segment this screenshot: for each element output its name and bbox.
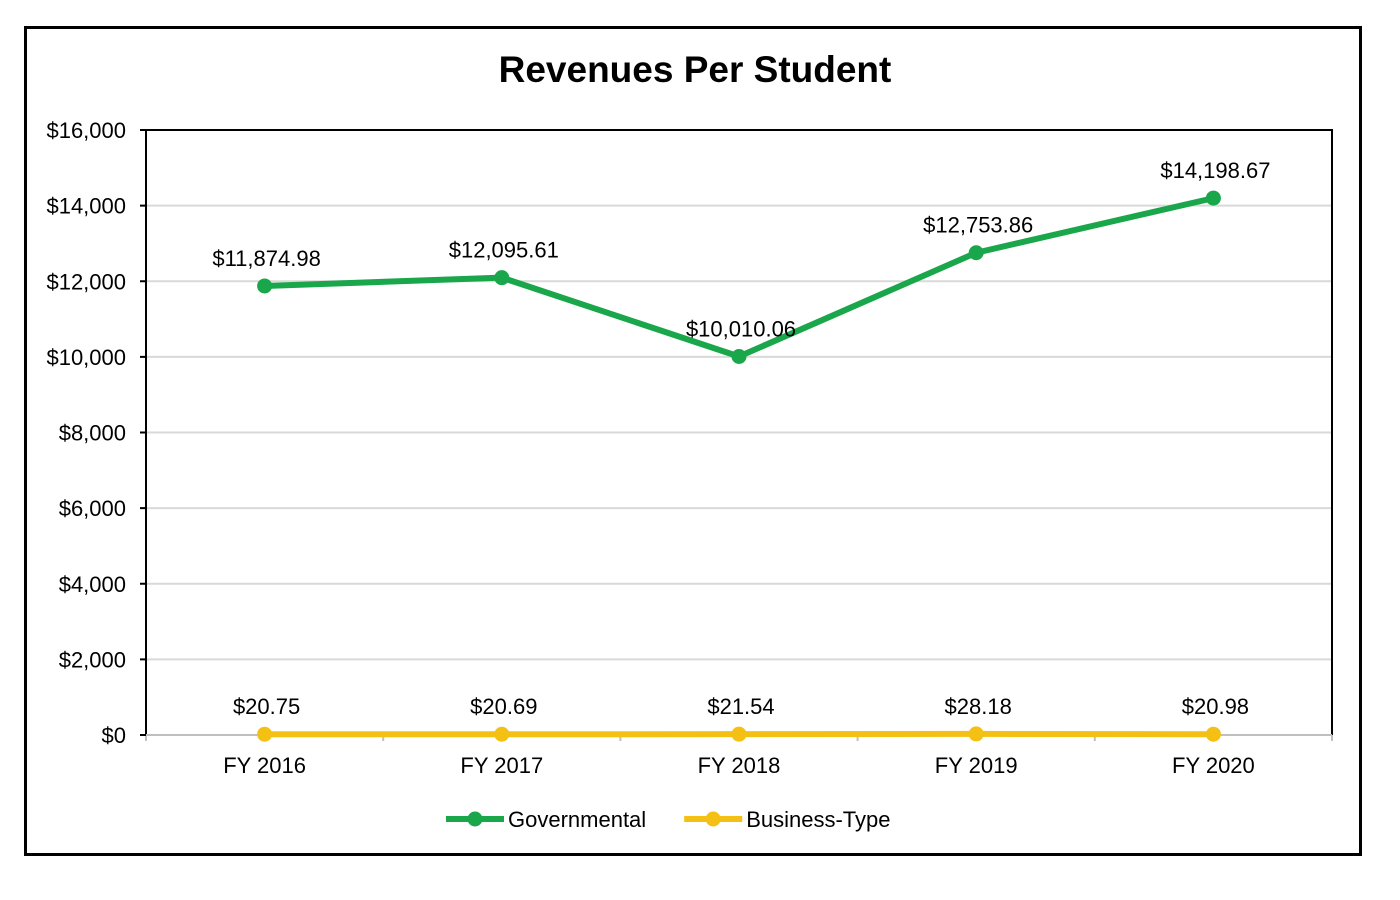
- legend-item: Business-Type: [684, 807, 890, 832]
- y-tick-label: $4,000: [59, 572, 126, 597]
- y-tick-label: $8,000: [59, 421, 126, 446]
- legend: Governmental Business-Type: [446, 807, 890, 832]
- data-label: $20.75: [233, 694, 300, 719]
- y-tick-label: $12,000: [46, 269, 126, 294]
- chart-frame: [24, 26, 1362, 856]
- data-label: $12,753.86: [923, 213, 1033, 238]
- legend-swatch-marker: [705, 811, 721, 827]
- legend-item: Governmental: [446, 807, 646, 832]
- data-point: [257, 726, 273, 742]
- data-label: $12,095.61: [449, 238, 559, 263]
- x-tick-label: FY 2019: [935, 753, 1018, 778]
- data-label: $28.18: [945, 694, 1012, 719]
- chart-title: Revenues Per Student: [499, 49, 892, 90]
- data-point: [731, 348, 747, 364]
- data-label: $11,874.98: [212, 246, 320, 271]
- x-tick-label: FY 2020: [1172, 753, 1255, 778]
- data-label: $21.54: [707, 694, 774, 719]
- data-point: [731, 726, 747, 742]
- y-tick-label: $6,000: [59, 496, 126, 521]
- data-point: [494, 726, 510, 742]
- legend-label: Governmental: [508, 807, 646, 832]
- axes: [140, 129, 1333, 741]
- data-point: [1205, 726, 1221, 742]
- data-label: $20.98: [1182, 694, 1249, 719]
- y-axis-ticks: $0 $2,000 $4,000 $6,000 $8,000 $10,000 $12,000…: [46, 118, 126, 748]
- data-point: [257, 278, 273, 294]
- x-tick-label: FY 2018: [698, 753, 781, 778]
- series-business-type: $20.75 $20.69 $21.54 $28.18 $20.98: [233, 694, 1249, 742]
- y-tick-label: $14,000: [46, 194, 126, 219]
- data-point: [1205, 190, 1221, 206]
- data-label: $20.69: [470, 694, 537, 719]
- series-governmental: $11,874.98 $12,095.61 $10,010.06 $12,753.86…: [212, 158, 1270, 364]
- y-tick-label: $16,000: [46, 118, 126, 143]
- data-label: $10,010.06: [686, 316, 796, 341]
- y-tick-label: $10,000: [46, 345, 126, 370]
- y-tick-label: $2,000: [59, 647, 126, 672]
- data-point: [968, 245, 984, 261]
- series-group: $11,874.98 $12,095.61 $10,010.06 $12,753.86…: [212, 158, 1270, 742]
- data-point: [968, 726, 984, 742]
- x-axis-ticks: FY 2016 FY 2017 FY 2018 FY 2019 FY 2020: [223, 753, 1255, 778]
- data-label: $14,198.67: [1160, 158, 1270, 183]
- legend-label: Business-Type: [746, 807, 890, 832]
- legend-swatch-marker: [467, 811, 483, 827]
- y-tick-label: $0: [102, 723, 126, 748]
- x-tick-label: FY 2017: [460, 753, 543, 778]
- data-point: [494, 270, 510, 286]
- x-tick-label: FY 2016: [223, 753, 306, 778]
